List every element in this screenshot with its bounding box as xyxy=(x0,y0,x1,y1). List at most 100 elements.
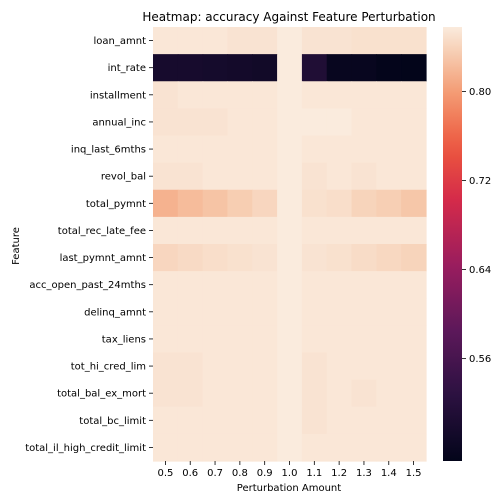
heatmap-cell xyxy=(227,406,253,435)
colorbar-tick-label: 0.80 xyxy=(469,87,491,98)
y-tick-label: total_bal_ex_mort xyxy=(57,389,146,400)
heatmap-cell xyxy=(351,189,377,218)
y-tick-label: total_bc_limit xyxy=(79,416,146,427)
y-tick-label: tot_hi_cred_lim xyxy=(71,362,146,373)
heatmap-cell xyxy=(252,244,278,272)
x-tick-label: 1.3 xyxy=(356,468,372,479)
x-tick-label: 0.7 xyxy=(207,468,223,479)
heatmap-cell xyxy=(252,352,278,381)
heatmap-cell xyxy=(301,216,328,245)
heatmap-cell xyxy=(326,189,353,218)
heatmap-cell xyxy=(202,162,229,191)
heatmap-cell xyxy=(153,298,179,326)
y-tick-label: acc_open_past_24mths xyxy=(29,280,146,291)
heatmap-cell xyxy=(227,189,253,218)
heatmap-cell xyxy=(301,379,328,408)
heatmap-cell xyxy=(202,189,229,218)
heatmap-cell xyxy=(153,216,179,245)
heatmap-cell xyxy=(177,189,204,218)
heatmap-cell xyxy=(252,54,278,82)
heatmap-cell xyxy=(351,433,377,462)
heatmap-cell xyxy=(351,135,377,164)
heatmap-cell xyxy=(202,271,229,299)
x-tick-label: 1.0 xyxy=(282,468,298,479)
heatmap-cell xyxy=(351,271,377,299)
heatmap-cell xyxy=(301,325,328,354)
heatmap-cell xyxy=(252,379,278,408)
heatmap-cell xyxy=(401,216,427,245)
heatmap-cell xyxy=(153,271,179,299)
heatmap-cell xyxy=(401,352,427,381)
heatmap-cell xyxy=(401,54,427,82)
heatmap-cell xyxy=(177,352,204,381)
heatmap-cell xyxy=(351,244,377,272)
heatmap-cell xyxy=(326,135,353,164)
heatmap-cell xyxy=(376,244,402,272)
heatmap-cell xyxy=(376,189,402,218)
heatmap-cell xyxy=(277,406,303,435)
heatmap-cell xyxy=(401,108,427,137)
heatmap-cell xyxy=(153,189,179,218)
heatmap-cell xyxy=(252,271,278,299)
heatmap-cell xyxy=(277,135,303,164)
heatmap-cell xyxy=(202,244,229,272)
heatmap-cell xyxy=(301,108,328,137)
heatmap-cell xyxy=(202,379,229,408)
heatmap-cell xyxy=(301,135,328,164)
y-tick-label: loan_amnt xyxy=(94,36,147,47)
x-tick-labels: 0.5 0.6 0.7 0.8 0.9 1.0 1.1 1.2 1.3 1.4 1.5 xyxy=(157,461,422,479)
heatmap-cell xyxy=(153,433,179,462)
heatmap-cell xyxy=(153,244,179,272)
heatmap-cell xyxy=(351,108,377,137)
heatmap-cell xyxy=(252,406,278,435)
heatmap-cell xyxy=(376,108,402,137)
heatmap-cell xyxy=(277,298,303,326)
heatmap-cell xyxy=(401,135,427,164)
heatmap-cell xyxy=(177,108,204,137)
heatmap-cell xyxy=(277,352,303,381)
heatmap-cell xyxy=(227,54,253,82)
heatmap-cell xyxy=(227,271,253,299)
heatmap-cell xyxy=(326,271,353,299)
heatmap-cell xyxy=(153,135,179,164)
x-axis-label: Perturbation Amount xyxy=(237,483,341,494)
heatmap-cell xyxy=(202,433,229,462)
heatmap-cell xyxy=(376,81,402,109)
heatmap-cell xyxy=(202,325,229,354)
heatmap-cell xyxy=(177,433,204,462)
heatmap-cell xyxy=(153,54,179,82)
heatmap-cell xyxy=(326,108,353,137)
x-tick-label: 1.1 xyxy=(306,468,322,479)
heatmap-cell xyxy=(376,27,402,55)
heatmap-cell xyxy=(376,379,402,408)
y-tick-label: inq_last_6mths xyxy=(71,145,146,156)
heatmap-cell xyxy=(227,244,253,272)
heatmap-cell xyxy=(351,406,377,435)
y-tick-label: annual_inc xyxy=(92,117,146,128)
heatmap-cell xyxy=(177,162,204,191)
heatmap-cell xyxy=(252,298,278,326)
heatmap-cell xyxy=(277,244,303,272)
heatmap-cell xyxy=(227,135,253,164)
heatmap-cell xyxy=(202,216,229,245)
heatmap-cell xyxy=(376,271,402,299)
colorbar-tick-label: 0.56 xyxy=(469,354,491,365)
heatmap-cell xyxy=(351,216,377,245)
heatmap-cell xyxy=(202,352,229,381)
heatmap-cell xyxy=(301,27,328,55)
heatmap-cell xyxy=(177,244,204,272)
heatmap-cell xyxy=(326,406,353,435)
heatmap-cell xyxy=(376,216,402,245)
heatmap-cell xyxy=(401,406,427,435)
heatmap-cell xyxy=(401,27,427,55)
heatmap-cell xyxy=(301,244,328,272)
heatmap-cell xyxy=(277,189,303,218)
y-tick-label: revol_bal xyxy=(101,172,146,183)
heatmap-cell xyxy=(351,27,377,55)
heatmap-cell xyxy=(376,352,402,381)
colorbar-ticks: 0.56 0.64 0.72 0.80 xyxy=(462,87,491,365)
heatmap-cell xyxy=(153,325,179,354)
heatmap-cell xyxy=(301,352,328,381)
x-tick-label: 1.4 xyxy=(381,468,397,479)
heatmap-cell xyxy=(351,81,377,109)
